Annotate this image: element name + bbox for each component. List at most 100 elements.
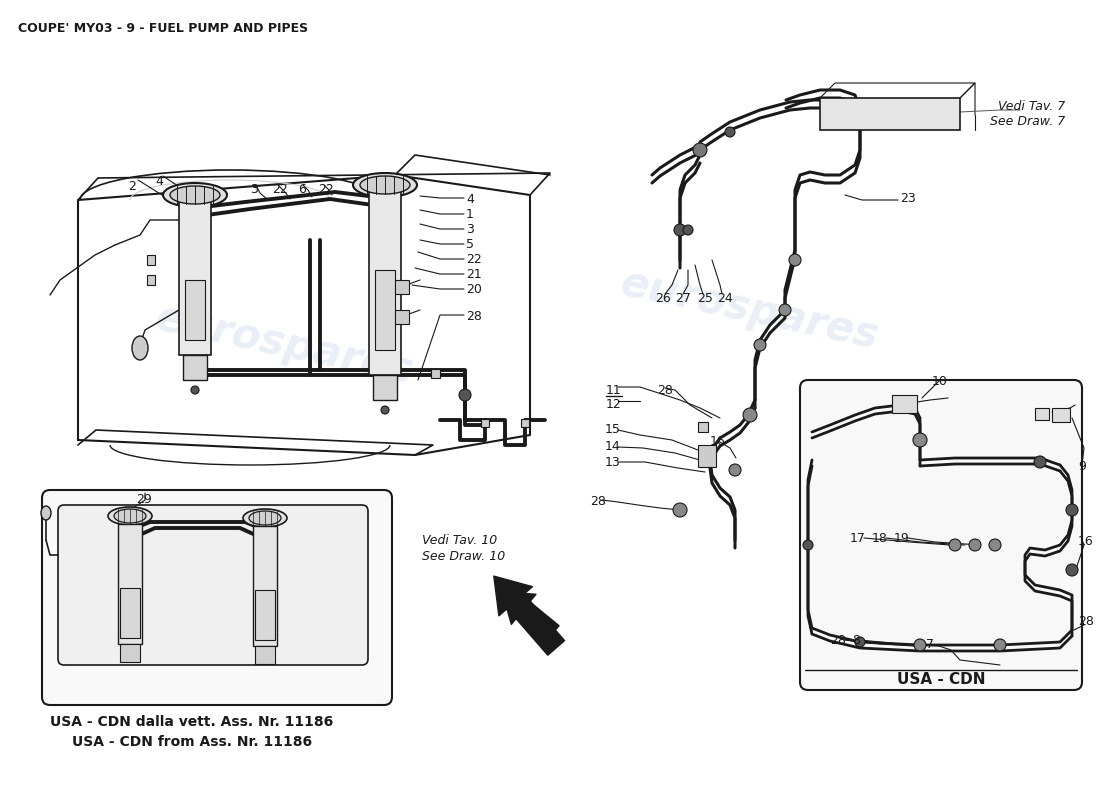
Ellipse shape <box>459 389 471 401</box>
Text: 23: 23 <box>900 192 915 205</box>
FancyArrowPatch shape <box>494 576 564 655</box>
Ellipse shape <box>729 464 741 476</box>
Bar <box>120 588 140 638</box>
Text: 9: 9 <box>1078 460 1086 473</box>
Bar <box>395 310 409 324</box>
Text: 28: 28 <box>590 495 606 508</box>
Bar <box>481 419 490 427</box>
Bar <box>179 200 211 355</box>
Ellipse shape <box>693 143 707 157</box>
Ellipse shape <box>989 539 1001 551</box>
Ellipse shape <box>673 503 688 517</box>
Bar <box>521 419 529 427</box>
Text: 27: 27 <box>675 292 691 305</box>
Bar <box>147 255 155 265</box>
Bar <box>120 644 140 662</box>
Ellipse shape <box>360 176 410 194</box>
Bar <box>253 526 277 646</box>
Bar <box>118 524 142 644</box>
Ellipse shape <box>913 433 927 447</box>
Text: Vedi Tav. 10: Vedi Tav. 10 <box>422 534 497 547</box>
Text: 14: 14 <box>605 440 620 453</box>
Text: USA - CDN: USA - CDN <box>896 672 986 687</box>
Bar <box>1052 408 1070 422</box>
Text: 20: 20 <box>466 283 482 296</box>
Bar <box>431 369 440 378</box>
Bar <box>698 445 716 467</box>
Text: 4: 4 <box>466 193 474 206</box>
Text: 5: 5 <box>466 238 474 251</box>
Ellipse shape <box>674 224 686 236</box>
Text: eurospares: eurospares <box>152 297 418 393</box>
Text: 12: 12 <box>606 398 621 411</box>
Bar <box>820 98 960 130</box>
Bar <box>698 422 708 432</box>
Bar <box>183 355 207 380</box>
Ellipse shape <box>170 186 220 204</box>
FancyBboxPatch shape <box>42 490 392 705</box>
Text: 24: 24 <box>717 292 733 305</box>
Bar <box>373 375 397 400</box>
Text: 7: 7 <box>926 638 934 651</box>
Ellipse shape <box>779 304 791 316</box>
Ellipse shape <box>969 539 981 551</box>
Bar <box>255 590 275 640</box>
Bar <box>395 280 409 294</box>
Text: 25: 25 <box>697 292 713 305</box>
Text: 28: 28 <box>1078 615 1093 628</box>
Ellipse shape <box>41 506 51 520</box>
Bar <box>1035 408 1049 420</box>
Ellipse shape <box>114 509 146 523</box>
Text: 4: 4 <box>155 175 163 188</box>
Text: 16: 16 <box>1078 535 1093 548</box>
Ellipse shape <box>742 408 757 422</box>
Ellipse shape <box>381 406 389 414</box>
Ellipse shape <box>683 225 693 235</box>
Ellipse shape <box>108 507 152 525</box>
Text: 28: 28 <box>830 634 846 647</box>
Ellipse shape <box>163 183 227 207</box>
Ellipse shape <box>132 336 148 360</box>
Ellipse shape <box>1034 456 1046 468</box>
Bar <box>147 275 155 285</box>
Text: 21: 21 <box>466 268 482 281</box>
FancyArrowPatch shape <box>503 592 559 641</box>
Ellipse shape <box>754 339 766 351</box>
Ellipse shape <box>789 254 801 266</box>
Text: 28: 28 <box>657 384 673 397</box>
Ellipse shape <box>191 386 199 394</box>
Text: 6: 6 <box>298 183 306 196</box>
Text: 17: 17 <box>850 532 866 545</box>
Bar <box>368 190 402 375</box>
Text: See Draw. 7: See Draw. 7 <box>990 115 1065 128</box>
Text: 2: 2 <box>128 180 136 193</box>
Text: USA - CDN from Ass. Nr. 11186: USA - CDN from Ass. Nr. 11186 <box>72 735 312 749</box>
Ellipse shape <box>914 639 926 651</box>
Text: USA - CDN dalla vett. Ass. Nr. 11186: USA - CDN dalla vett. Ass. Nr. 11186 <box>51 715 333 729</box>
Text: 22: 22 <box>318 183 333 196</box>
Text: 19: 19 <box>894 532 910 545</box>
Ellipse shape <box>1066 564 1078 576</box>
Text: 22: 22 <box>272 183 288 196</box>
Ellipse shape <box>249 511 280 525</box>
Text: 11: 11 <box>606 384 621 397</box>
Ellipse shape <box>803 540 813 550</box>
Text: 13: 13 <box>605 456 620 469</box>
Text: 26: 26 <box>654 292 671 305</box>
Text: 10: 10 <box>932 375 948 388</box>
Ellipse shape <box>725 127 735 137</box>
Text: 3: 3 <box>466 223 474 236</box>
Ellipse shape <box>1066 504 1078 516</box>
Ellipse shape <box>855 637 865 647</box>
Bar <box>255 646 275 664</box>
Ellipse shape <box>949 539 961 551</box>
Text: 29: 29 <box>136 493 152 506</box>
Text: 1: 1 <box>466 208 474 221</box>
Bar <box>892 395 917 413</box>
FancyBboxPatch shape <box>800 380 1082 690</box>
Bar <box>375 270 395 350</box>
Text: 22: 22 <box>466 253 482 266</box>
Text: Vedi Tav. 7: Vedi Tav. 7 <box>998 100 1065 113</box>
Text: 8: 8 <box>852 634 860 647</box>
Bar <box>185 280 205 340</box>
